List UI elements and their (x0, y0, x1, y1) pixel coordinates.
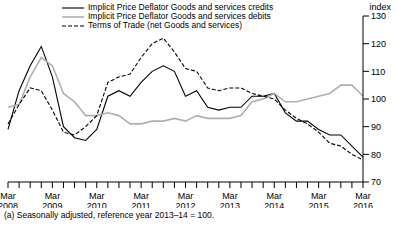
svg-text:Mar2015: Mar2015 (309, 191, 329, 208)
svg-text:100: 100 (371, 94, 386, 104)
svg-text:Mar2012: Mar2012 (175, 191, 195, 208)
html-text:Terms of Trade (net Goods and: Terms of Trade (net Goods and services) (88, 20, 242, 30)
svg-text:70: 70 (371, 177, 381, 187)
svg-text:130: 130 (371, 11, 386, 21)
svg-text:110: 110 (371, 67, 385, 77)
svg-text:Mar2013: Mar2013 (220, 191, 240, 208)
svg-text:Mar2014: Mar2014 (264, 191, 284, 208)
svg-text:80: 80 (371, 150, 381, 160)
html-text:(a) Seasonally adjusted, refer: (a) Seasonally adjusted, reference year … (4, 210, 214, 220)
html-text:Implicit Price Deflator Goods: Implicit Price Deflator Goods and servic… (88, 2, 274, 12)
svg-text:Mar2011: Mar2011 (131, 191, 150, 208)
svg-text:Mar2008: Mar2008 (8, 191, 18, 208)
html-text:index: index (369, 2, 391, 12)
svg-text:Mar2016: Mar2016 (353, 191, 373, 208)
svg-text:Mar2009: Mar2009 (42, 191, 62, 208)
svg-text:120: 120 (371, 39, 386, 49)
html-text:Implicit Price Deflator Goods: Implicit Price Deflator Goods and servic… (88, 11, 271, 21)
svg-text:Mar2010: Mar2010 (87, 191, 107, 208)
svg-text:90: 90 (371, 122, 381, 132)
